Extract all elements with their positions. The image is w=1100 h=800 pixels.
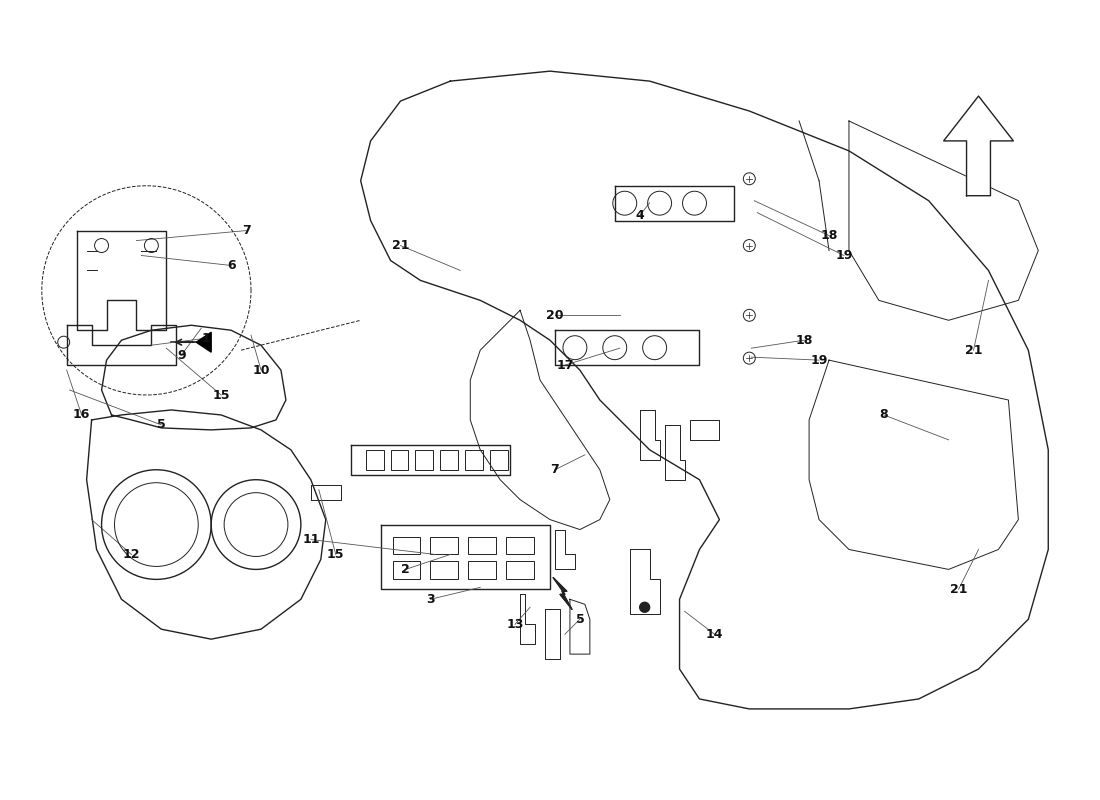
Polygon shape [553, 578, 572, 610]
Bar [430, 537, 459, 554]
Text: 14: 14 [706, 628, 723, 641]
Text: 8: 8 [880, 409, 888, 422]
Text: 15: 15 [327, 548, 344, 561]
Text: 19: 19 [811, 354, 828, 366]
Text: 2: 2 [402, 563, 410, 576]
Text: 15: 15 [212, 389, 230, 402]
Bar [390, 450, 408, 470]
Text: 17: 17 [557, 358, 574, 372]
Text: 6: 6 [227, 259, 235, 272]
Text: 4: 4 [636, 209, 645, 222]
Text: 16: 16 [73, 409, 90, 422]
Text: 11: 11 [302, 533, 320, 546]
Bar [365, 450, 384, 470]
Bar [491, 450, 508, 470]
Bar [506, 562, 535, 579]
Polygon shape [196, 332, 211, 352]
Bar [440, 450, 459, 470]
Bar [469, 537, 496, 554]
Text: 13: 13 [506, 618, 524, 630]
Bar [465, 450, 483, 470]
Text: 5: 5 [157, 418, 166, 431]
Text: 3: 3 [426, 593, 434, 606]
Bar [416, 450, 433, 470]
Text: 7: 7 [551, 463, 560, 476]
Circle shape [640, 602, 650, 612]
Bar [506, 537, 535, 554]
Text: 7: 7 [242, 224, 251, 237]
Bar [393, 562, 420, 579]
Text: 18: 18 [795, 334, 813, 346]
Text: 10: 10 [252, 364, 270, 377]
Text: 9: 9 [177, 349, 186, 362]
Polygon shape [944, 96, 1013, 196]
Text: 19: 19 [835, 249, 852, 262]
Text: 18: 18 [821, 229, 838, 242]
Bar [393, 537, 420, 554]
Text: 12: 12 [123, 548, 140, 561]
Bar [469, 562, 496, 579]
Bar [430, 562, 459, 579]
Text: 5: 5 [575, 613, 584, 626]
Text: 21: 21 [949, 583, 967, 596]
Text: 1: 1 [201, 332, 210, 345]
Text: 21: 21 [965, 344, 982, 357]
Text: 20: 20 [547, 309, 563, 322]
Text: 21: 21 [392, 239, 409, 252]
